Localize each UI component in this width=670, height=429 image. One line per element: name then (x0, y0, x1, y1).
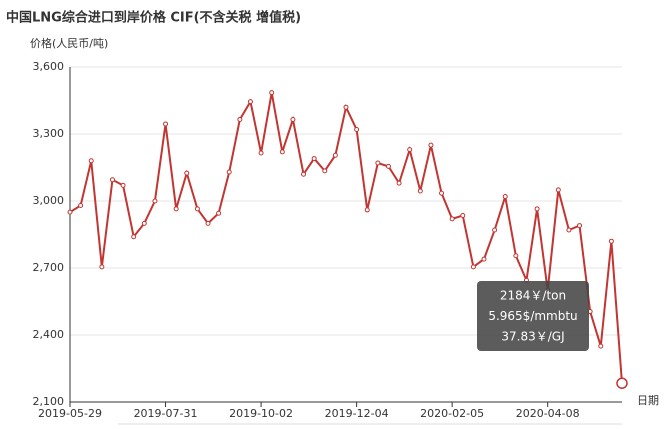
point (226, 169, 232, 175)
x-tick-label: 2020-02-05 (420, 407, 484, 420)
point (460, 213, 466, 219)
point (396, 180, 402, 186)
point (322, 168, 328, 174)
point (173, 206, 179, 212)
y-tick-label: 3,300 (33, 127, 65, 140)
x-tick-label: 2020-04-08 (516, 407, 580, 420)
x-tick-label: 2019-05-29 (38, 407, 102, 420)
point (184, 170, 190, 176)
point (417, 188, 423, 194)
grid: 2,100 2,400 2,700 3,000 3,300 3,600 2019-05-29… (33, 60, 622, 420)
point (513, 253, 519, 259)
x-tick-label: 2019-07-31 (134, 407, 198, 420)
point (67, 209, 73, 215)
point (343, 104, 349, 110)
tooltip: 2184￥/ton 5.965$/mmbtu 37.83￥/GJ (477, 281, 589, 351)
chart-title: 中国LNG综合进口到岸价格 CIF(不含关税 增值税) (6, 10, 301, 26)
tooltip-line: 37.83￥/GJ (501, 330, 564, 344)
point (428, 142, 434, 148)
y-tick-label: 3,000 (33, 194, 65, 207)
point (99, 264, 105, 270)
point (577, 223, 583, 229)
point (449, 216, 455, 222)
point (385, 163, 391, 169)
point (301, 171, 307, 177)
point (258, 150, 264, 156)
point (78, 202, 84, 208)
y-tick-label: 2,700 (33, 261, 65, 274)
point (88, 158, 94, 164)
tooltip-line: 5.965$/mmbtu (488, 309, 577, 323)
point (216, 210, 222, 216)
point (481, 256, 487, 262)
point (131, 234, 137, 240)
tooltip-box (477, 281, 589, 351)
point (598, 343, 604, 349)
point (205, 220, 211, 226)
point (375, 160, 381, 166)
point (152, 198, 158, 204)
point (163, 121, 169, 127)
x-tick-label: 2019-12-04 (325, 407, 389, 420)
point (120, 182, 126, 188)
point (332, 152, 338, 158)
y-axis-label: 价格(人民币/吨) (30, 36, 108, 50)
x-tick-label: 2019-10-02 (229, 407, 293, 420)
point (534, 206, 540, 212)
point (439, 190, 445, 196)
point (290, 116, 296, 122)
point (354, 127, 360, 133)
y-tick-label: 3,600 (33, 60, 65, 73)
x-axis-label: 日期 (637, 394, 659, 407)
point (608, 238, 614, 244)
point (247, 99, 253, 105)
point (279, 149, 285, 155)
y-tick-label: 2,400 (33, 328, 65, 341)
point (407, 147, 413, 153)
point (502, 194, 508, 200)
point (616, 377, 628, 389)
point (364, 207, 370, 213)
point (109, 177, 115, 183)
point (194, 206, 200, 212)
point (311, 156, 317, 162)
point (237, 116, 243, 122)
point (470, 264, 476, 270)
y-tick-label: 2,100 (33, 395, 65, 408)
tooltip-line: 2184￥/ton (500, 289, 566, 303)
point (555, 187, 561, 193)
point (492, 227, 498, 233)
point (141, 220, 147, 226)
point (566, 227, 572, 233)
point (269, 90, 275, 96)
